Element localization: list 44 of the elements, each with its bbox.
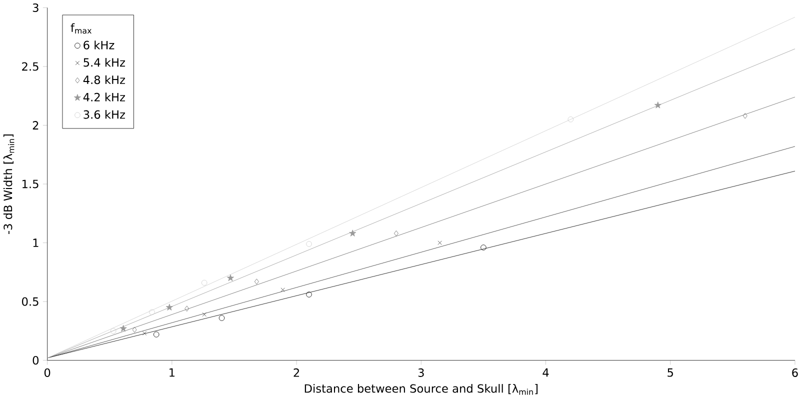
- point: [349, 230, 356, 236]
- y-tick-label: 3: [32, 3, 38, 12]
- legend-label: 5.4 kHz: [84, 58, 125, 67]
- x-tick-label: 6: [792, 368, 798, 377]
- point: [568, 116, 574, 122]
- y-tick-label: 2: [32, 120, 38, 130]
- point: [184, 306, 190, 312]
- y-tick-label: 1: [33, 238, 38, 247]
- point: [218, 315, 225, 321]
- point: [306, 292, 312, 298]
- point: [202, 312, 206, 317]
- x-axis-title: Distance between Source and Skull [λ$_{min}$]: [304, 384, 538, 395]
- legend-label: 4.8 kHz: [83, 75, 125, 84]
- x-tick-label: 2: [294, 368, 300, 377]
- point: [132, 326, 137, 333]
- y-tick-label: 0.5: [22, 297, 38, 306]
- legend-title: f$_{max}$: [70, 23, 92, 34]
- y-tick-label: 0: [32, 356, 39, 365]
- point: [280, 288, 285, 292]
- point: [480, 244, 486, 250]
- point: [742, 112, 748, 119]
- y-axis-title: -3 dB Width [λ$_{min}$]: [3, 134, 14, 234]
- y-tick-label: 1.5: [22, 180, 38, 188]
- point: [166, 304, 173, 310]
- x-tick-label: 5: [668, 368, 673, 377]
- point: [110, 328, 116, 334]
- x-tick-label: 4: [542, 368, 549, 377]
- point: [142, 331, 147, 336]
- x-tick-label: 1: [170, 368, 174, 377]
- point: [120, 324, 127, 332]
- point: [438, 240, 442, 245]
- legend-label: 6 kHz: [84, 40, 114, 50]
- point: [201, 280, 208, 286]
- x-tick-label: 0: [44, 368, 50, 377]
- legend-label: 3.6 kHz: [84, 110, 125, 119]
- point: [306, 240, 312, 247]
- point: [226, 274, 234, 281]
- point: [149, 309, 155, 315]
- point: [153, 332, 160, 338]
- y-tick-label: 2.5: [22, 62, 38, 71]
- point: [254, 278, 259, 284]
- point: [654, 101, 662, 108]
- x-tick-label: 3: [418, 368, 424, 377]
- legend-label: 4.2 kHz: [83, 92, 125, 102]
